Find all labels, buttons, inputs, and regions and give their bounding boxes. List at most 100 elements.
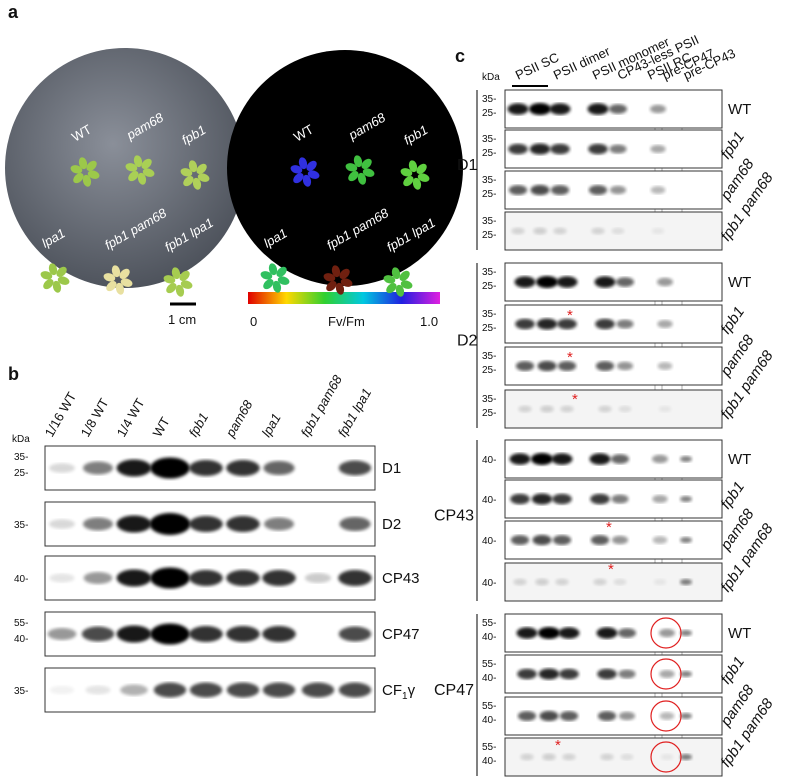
- lane-label: 1/16 WT: [42, 389, 80, 439]
- spot: [511, 227, 525, 235]
- spot: [618, 669, 636, 679]
- marker-label: 35-: [14, 452, 28, 463]
- spot: [680, 456, 692, 462]
- leaf: [56, 266, 67, 277]
- spot: [653, 578, 667, 586]
- leaf: [179, 270, 190, 281]
- group-label: D1: [457, 157, 478, 174]
- spot: [530, 184, 550, 196]
- colorbar-max: 1.0: [420, 314, 438, 329]
- leaf: [416, 163, 427, 174]
- spot: [538, 627, 560, 639]
- spot: [616, 319, 634, 329]
- spot: [594, 276, 616, 288]
- leaf: [137, 172, 147, 185]
- leaf: [180, 168, 193, 177]
- blot: [504, 389, 723, 429]
- leaf: [417, 173, 430, 182]
- band: [116, 625, 152, 643]
- band: [226, 570, 260, 586]
- lane-label: WT: [150, 414, 173, 439]
- leaf: [78, 157, 88, 170]
- spot: [550, 185, 570, 195]
- spot: [618, 711, 636, 721]
- lane-label: 1/4 WT: [114, 396, 148, 440]
- marker-label: 25-: [482, 148, 496, 159]
- leaf: [48, 263, 58, 276]
- spot: [616, 277, 634, 287]
- spot: [595, 361, 615, 371]
- band: [49, 519, 75, 529]
- marker-label: 25-: [482, 408, 496, 419]
- spot: [611, 535, 629, 545]
- asterisk: *: [608, 561, 614, 578]
- marker-label: 40-: [482, 495, 496, 506]
- marker-label: 25-: [14, 468, 28, 479]
- leaf: [260, 271, 273, 280]
- colorbar-min: 0: [250, 314, 257, 329]
- band: [116, 459, 152, 477]
- band: [338, 570, 372, 586]
- leaf: [361, 158, 372, 169]
- band: [49, 573, 75, 583]
- marker-label: 35-: [482, 351, 496, 362]
- leaf: [128, 171, 139, 182]
- spot: [510, 535, 530, 545]
- spot: [559, 711, 579, 721]
- marker-label: 25-: [482, 230, 496, 241]
- spot: [590, 535, 610, 545]
- leaf: [345, 163, 358, 172]
- leaf: [82, 174, 92, 187]
- marker-label: 55-: [482, 701, 496, 712]
- band: [304, 573, 332, 583]
- spot: [510, 493, 530, 505]
- blot-label: D2: [382, 516, 401, 533]
- fluorescence-image: [227, 50, 463, 286]
- spot: [652, 494, 668, 504]
- spot: [557, 318, 577, 330]
- leaf: [391, 267, 401, 280]
- leaf: [115, 282, 125, 295]
- spot: [515, 361, 535, 371]
- asterisk: *: [567, 307, 573, 324]
- band: [226, 516, 260, 532]
- spot: [620, 753, 634, 761]
- spot: [508, 185, 528, 195]
- band: [83, 461, 113, 475]
- group-label: D2: [457, 333, 478, 350]
- leaf: [298, 157, 308, 170]
- leaf: [331, 265, 341, 278]
- spot: [588, 143, 608, 155]
- band: [189, 626, 223, 642]
- leaf: [141, 158, 152, 169]
- asterisk: *: [555, 737, 561, 754]
- panel-label: b: [8, 364, 19, 384]
- spot: [657, 319, 673, 329]
- leaf: [386, 283, 397, 294]
- spot: [550, 143, 570, 155]
- marker-label: 35-: [482, 175, 496, 186]
- plant: [345, 155, 375, 185]
- spot: [650, 186, 666, 194]
- spot: [549, 103, 571, 115]
- plant: [260, 263, 290, 293]
- marker-label: 35-: [482, 94, 496, 105]
- leaf: [302, 174, 312, 187]
- marker-label: 35-: [482, 216, 496, 227]
- marker-label: 40-: [482, 632, 496, 643]
- marker-label: 25-: [482, 189, 496, 200]
- panel-label: a: [8, 2, 19, 22]
- leaf: [175, 284, 185, 297]
- leaf: [263, 279, 274, 290]
- band: [339, 517, 371, 531]
- spot: [680, 579, 692, 585]
- spot: [609, 104, 627, 114]
- leaf: [272, 280, 282, 293]
- band: [189, 460, 223, 476]
- highlight: [650, 617, 682, 649]
- scale-bar-label: 1 cm: [168, 312, 196, 327]
- spot: [529, 103, 551, 115]
- leaf: [192, 177, 202, 190]
- spot: [559, 668, 579, 680]
- genotype-label: WT: [728, 625, 751, 642]
